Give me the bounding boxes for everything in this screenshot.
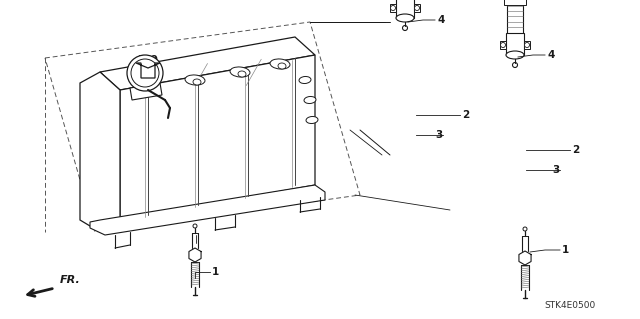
Circle shape — [127, 55, 163, 91]
Polygon shape — [130, 83, 162, 100]
Ellipse shape — [306, 116, 318, 123]
Circle shape — [415, 5, 419, 11]
Text: 2: 2 — [462, 110, 469, 120]
Ellipse shape — [506, 51, 524, 59]
Ellipse shape — [185, 75, 205, 85]
Polygon shape — [136, 63, 160, 78]
Ellipse shape — [270, 59, 290, 69]
Polygon shape — [120, 55, 315, 220]
Circle shape — [523, 227, 527, 231]
Text: 1: 1 — [562, 245, 569, 255]
Polygon shape — [506, 33, 524, 55]
Circle shape — [500, 42, 506, 48]
Ellipse shape — [396, 14, 414, 22]
Text: 1: 1 — [212, 267, 220, 277]
Text: 4: 4 — [437, 15, 444, 25]
Circle shape — [131, 59, 159, 87]
Polygon shape — [414, 4, 420, 12]
Polygon shape — [500, 41, 506, 49]
Text: E-9: E-9 — [138, 55, 158, 65]
Circle shape — [513, 63, 518, 68]
Circle shape — [525, 42, 529, 48]
Text: 3: 3 — [552, 165, 559, 175]
Ellipse shape — [230, 67, 250, 77]
Text: STK4E0500: STK4E0500 — [545, 300, 596, 309]
Polygon shape — [189, 248, 201, 262]
Ellipse shape — [304, 96, 316, 104]
Ellipse shape — [238, 71, 246, 77]
Polygon shape — [504, 0, 526, 5]
Ellipse shape — [299, 77, 311, 84]
Circle shape — [403, 26, 408, 31]
Polygon shape — [80, 72, 120, 232]
Circle shape — [390, 5, 396, 11]
Text: 2: 2 — [572, 145, 579, 155]
Ellipse shape — [193, 79, 201, 85]
Polygon shape — [524, 41, 530, 49]
Polygon shape — [100, 37, 315, 90]
Polygon shape — [390, 4, 396, 12]
Polygon shape — [396, 0, 414, 18]
Circle shape — [193, 224, 197, 228]
Ellipse shape — [278, 63, 286, 69]
Polygon shape — [519, 251, 531, 265]
Polygon shape — [90, 185, 325, 235]
Text: 4: 4 — [547, 50, 554, 60]
Text: FR.: FR. — [60, 275, 81, 285]
Text: 3: 3 — [435, 130, 442, 140]
